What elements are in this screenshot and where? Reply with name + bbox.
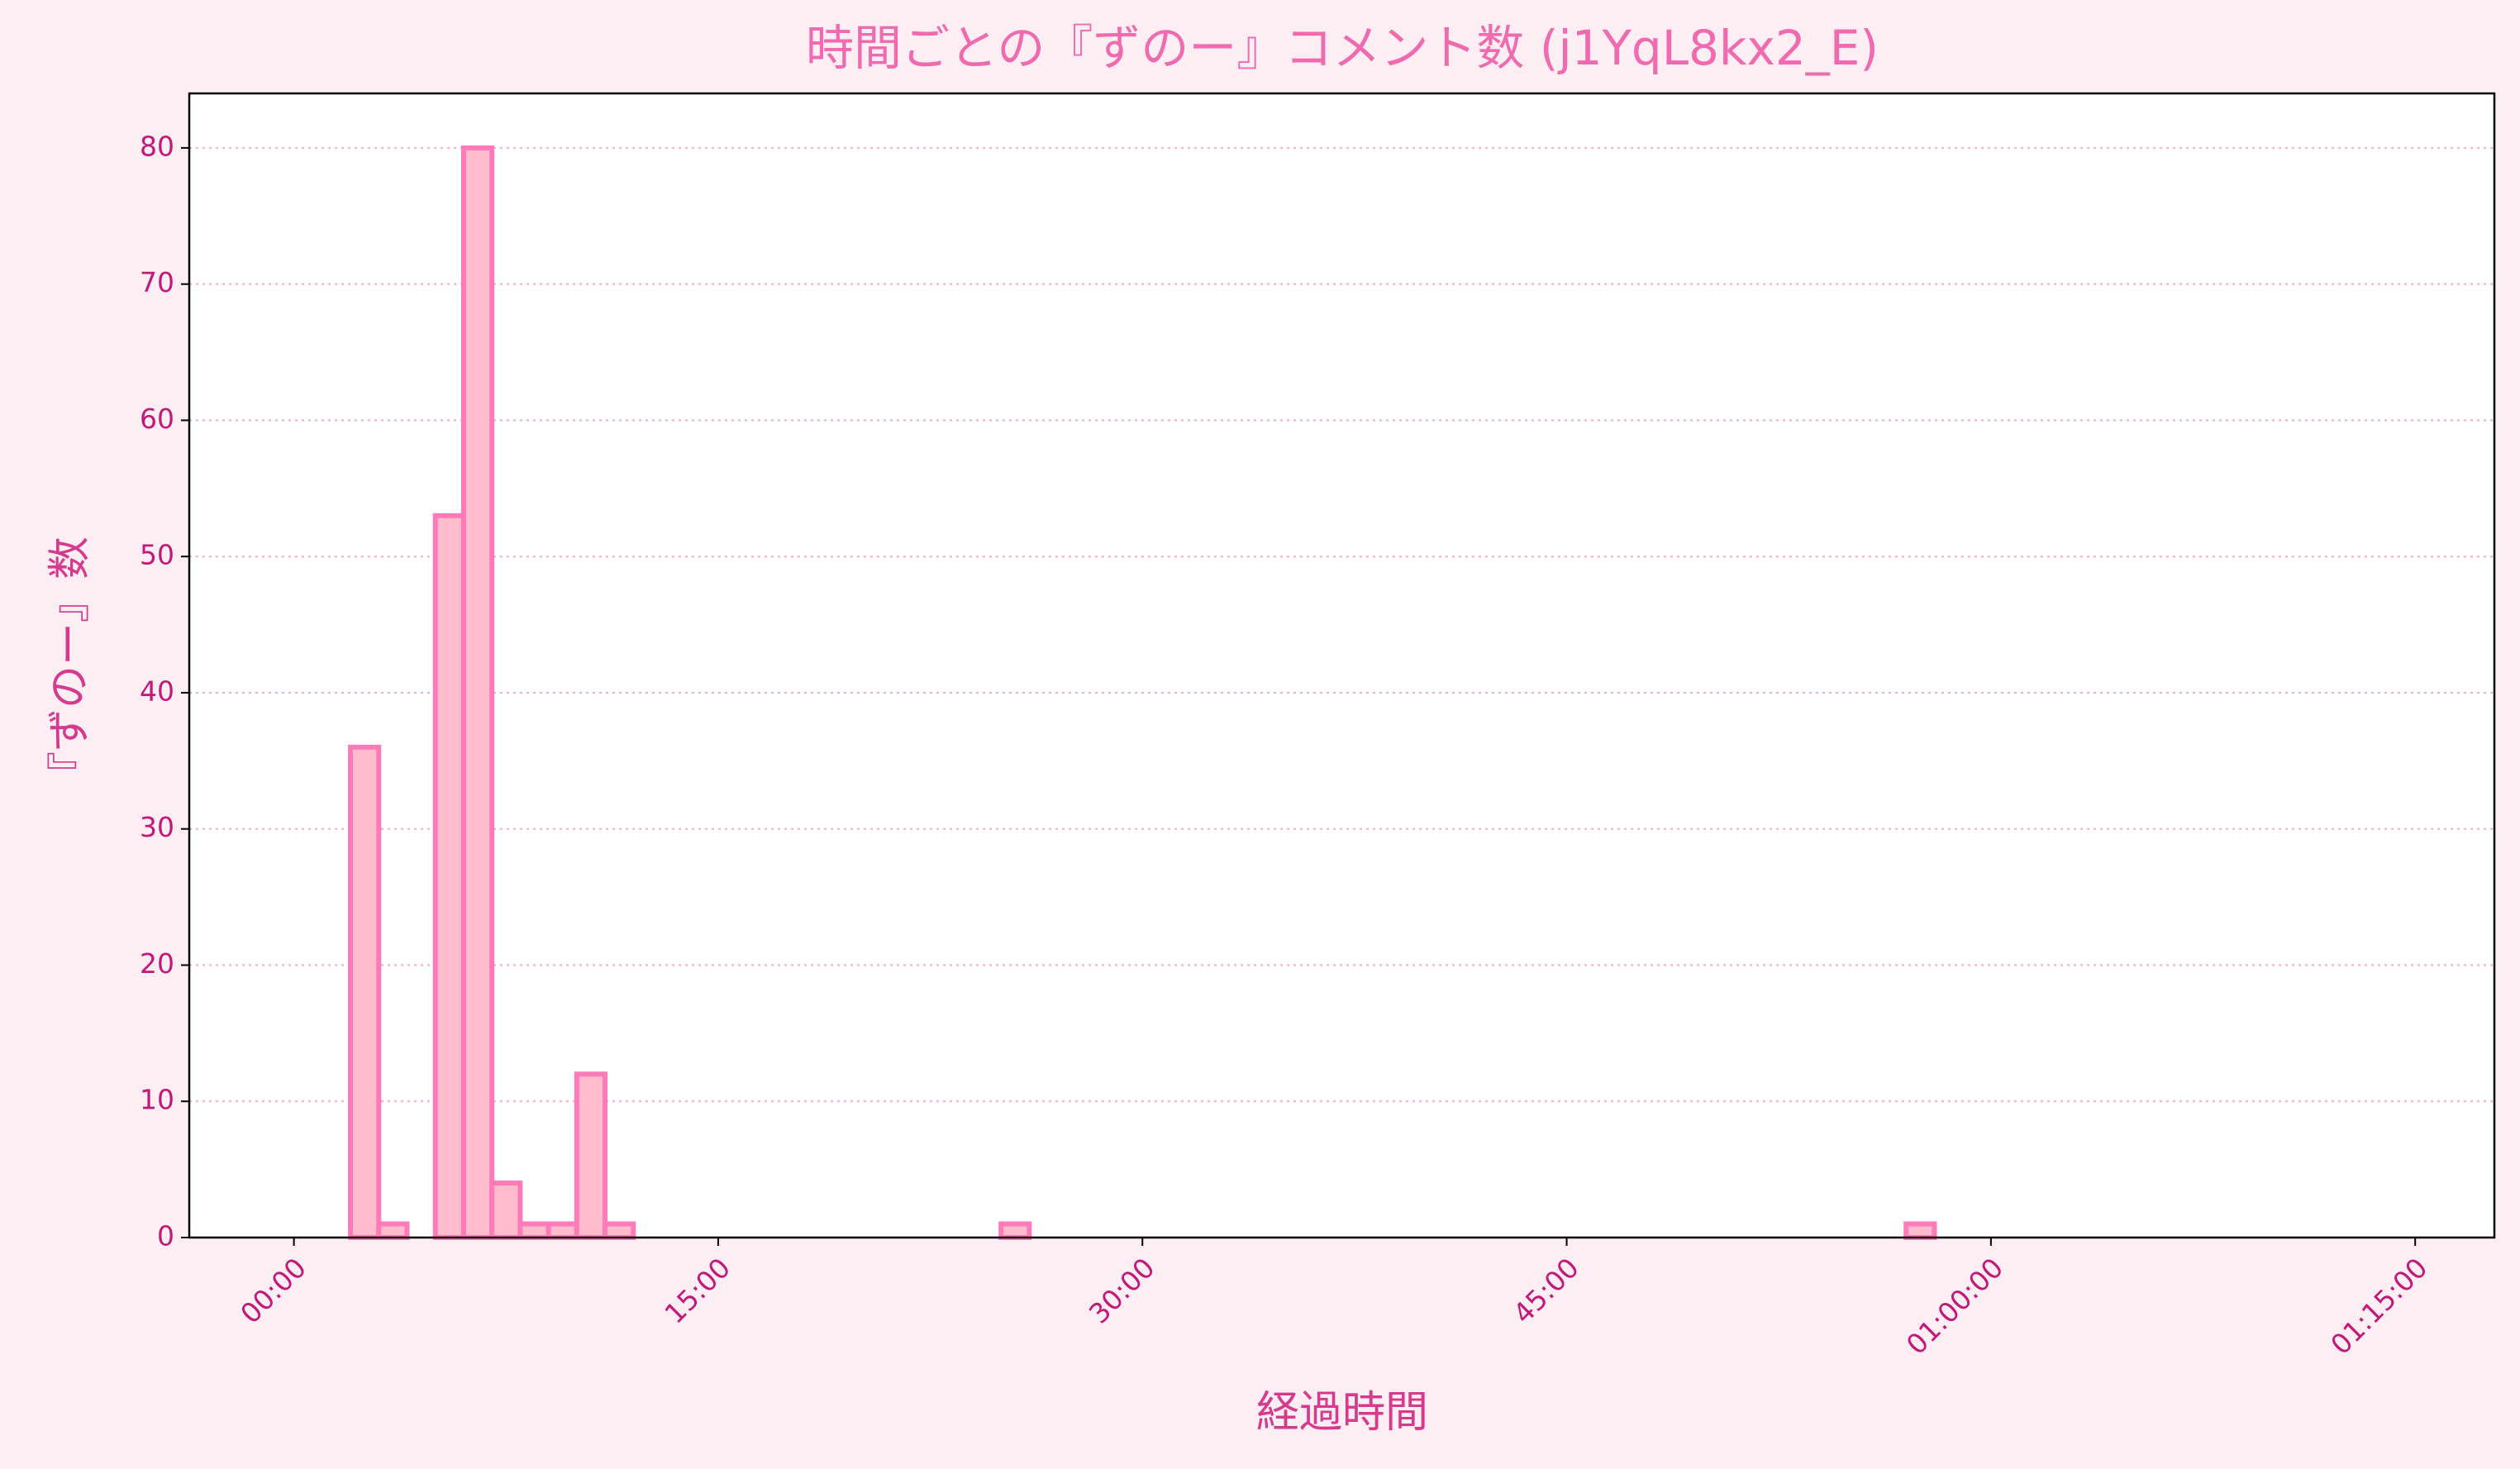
bar (517, 1221, 551, 1240)
bar (376, 1221, 410, 1240)
y-tick-label: 50 (140, 539, 174, 571)
plot-frame (188, 92, 2496, 1239)
y-tick-label: 60 (140, 403, 174, 435)
x-axis-label: 経過時間 (1256, 1388, 1428, 1438)
bar (432, 513, 466, 1240)
y-tick-label: 10 (140, 1084, 174, 1116)
y-tick-label: 40 (140, 675, 174, 707)
y-tick-label: 30 (140, 811, 174, 843)
chart-title: 時間ごとの『ずのー』コメント数 (j1YqL8kx2_E) (806, 20, 1879, 76)
bar (574, 1071, 608, 1241)
y-axis-label: 『ずのー』数 (45, 537, 95, 794)
bar (545, 1221, 579, 1240)
y-tick-label: 70 (140, 266, 174, 298)
bar (998, 1221, 1032, 1240)
bar (348, 744, 382, 1240)
bar (460, 145, 495, 1240)
y-tick-label: 80 (140, 130, 174, 162)
plot-area (189, 93, 2494, 1238)
bar (603, 1221, 636, 1240)
bar (489, 1180, 523, 1240)
y-tick-label: 20 (140, 947, 174, 980)
bar (1903, 1221, 1937, 1240)
y-tick-label: 0 (157, 1220, 174, 1252)
